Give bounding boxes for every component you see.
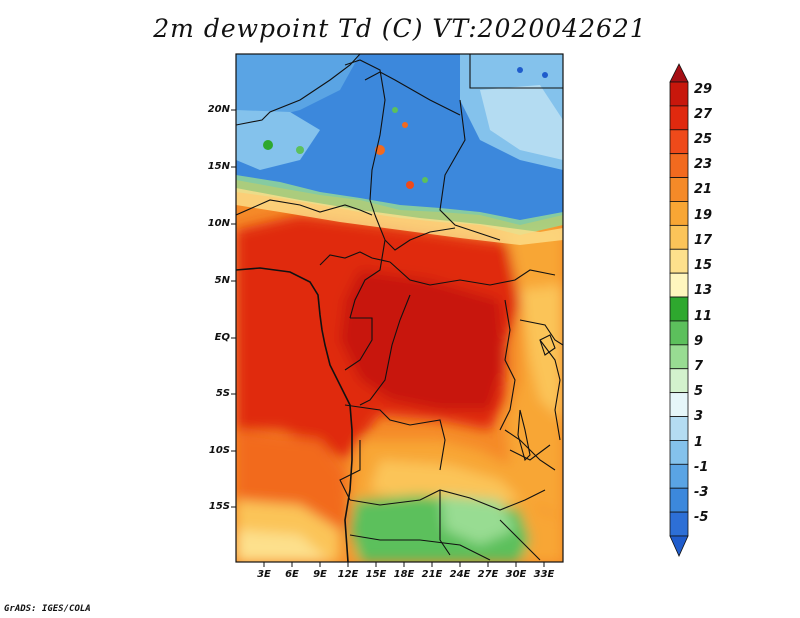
colorbar-cell (669, 320, 689, 346)
colorbar-cell (669, 224, 689, 250)
lat-label-10s: 10S (208, 445, 230, 456)
colorbar-cell (669, 296, 689, 322)
lon-label-24e: 24E (449, 569, 471, 580)
lat-label-10n: 10N (207, 218, 230, 229)
colorbar-label: 15 (694, 258, 713, 274)
colorbar-label: 11 (694, 308, 713, 324)
colorbar (669, 63, 689, 557)
colorbar-cell (669, 153, 689, 178)
colorbar-label: -3 (694, 485, 709, 501)
lat-label-20n: 20N (207, 104, 230, 115)
colorbar-cell (669, 511, 689, 537)
lon-label-12e: 12E (337, 569, 359, 580)
colorbar-label: 9 (694, 333, 704, 349)
colorbar-cell (669, 392, 689, 417)
credit-text: GrADS: IGES/COLA (4, 604, 91, 614)
colorbar-label: 5 (694, 384, 704, 400)
lon-label-6e: 6E (285, 569, 299, 580)
lon-label-27e: 27E (477, 569, 499, 580)
map-title: 2m dewpoint Td (C) VT:2020042621 (153, 14, 647, 43)
colorbar-label: 7 (694, 359, 704, 374)
lat-label-15s: 15S (208, 501, 230, 512)
lat-label-5n: 5N (214, 275, 230, 286)
colorbar-label: 23 (694, 157, 713, 173)
colorbar-cell (669, 487, 689, 513)
map-frame (235, 53, 564, 563)
lat-label-15n: 15N (207, 161, 230, 172)
lon-label-33e: 33E (533, 569, 555, 580)
colorbar-label: 17 (694, 232, 713, 248)
colorbar-label: -1 (694, 459, 709, 475)
lon-label-18e: 18E (393, 569, 415, 580)
colorbar-label: 19 (694, 207, 713, 223)
colorbar-cell (669, 81, 689, 107)
colorbar-label: 1 (694, 434, 704, 450)
colorbar-cell (669, 368, 689, 394)
colorbar-label: 3 (694, 409, 704, 425)
colorbar-cell (669, 129, 689, 155)
colorbar-label: 13 (694, 283, 713, 299)
country-borders (236, 54, 563, 561)
colorbar-cell (669, 344, 689, 370)
colorbar-cell (669, 177, 689, 202)
lat-label-eq: EQ (214, 332, 230, 343)
colorbar-label: 27 (694, 106, 713, 122)
colorbar-cell (669, 272, 689, 298)
dewpoint-field (236, 54, 563, 562)
colorbar-cell (669, 105, 689, 131)
lon-label-15e: 15E (365, 569, 387, 580)
lon-label-3e: 3E (257, 569, 271, 580)
lon-label-21e: 21E (421, 569, 443, 580)
colorbar-label: 21 (694, 182, 713, 198)
lat-label-5s: 5S (215, 388, 230, 399)
y-ticks (231, 109, 236, 508)
colorbar-cell (669, 440, 689, 465)
colorbar-cell (669, 248, 689, 274)
lon-label-9e: 9E (313, 569, 327, 580)
x-ticks (263, 562, 545, 567)
colorbar-cell (669, 201, 689, 226)
colorbar-cell (669, 463, 689, 489)
lon-label-30e: 30E (505, 569, 527, 580)
colorbar-label: 29 (694, 81, 713, 97)
coastline (236, 267, 353, 562)
colorbar-cell (669, 416, 689, 441)
colorbar-label: 25 (694, 132, 713, 147)
colorbar-label: -5 (694, 510, 709, 526)
